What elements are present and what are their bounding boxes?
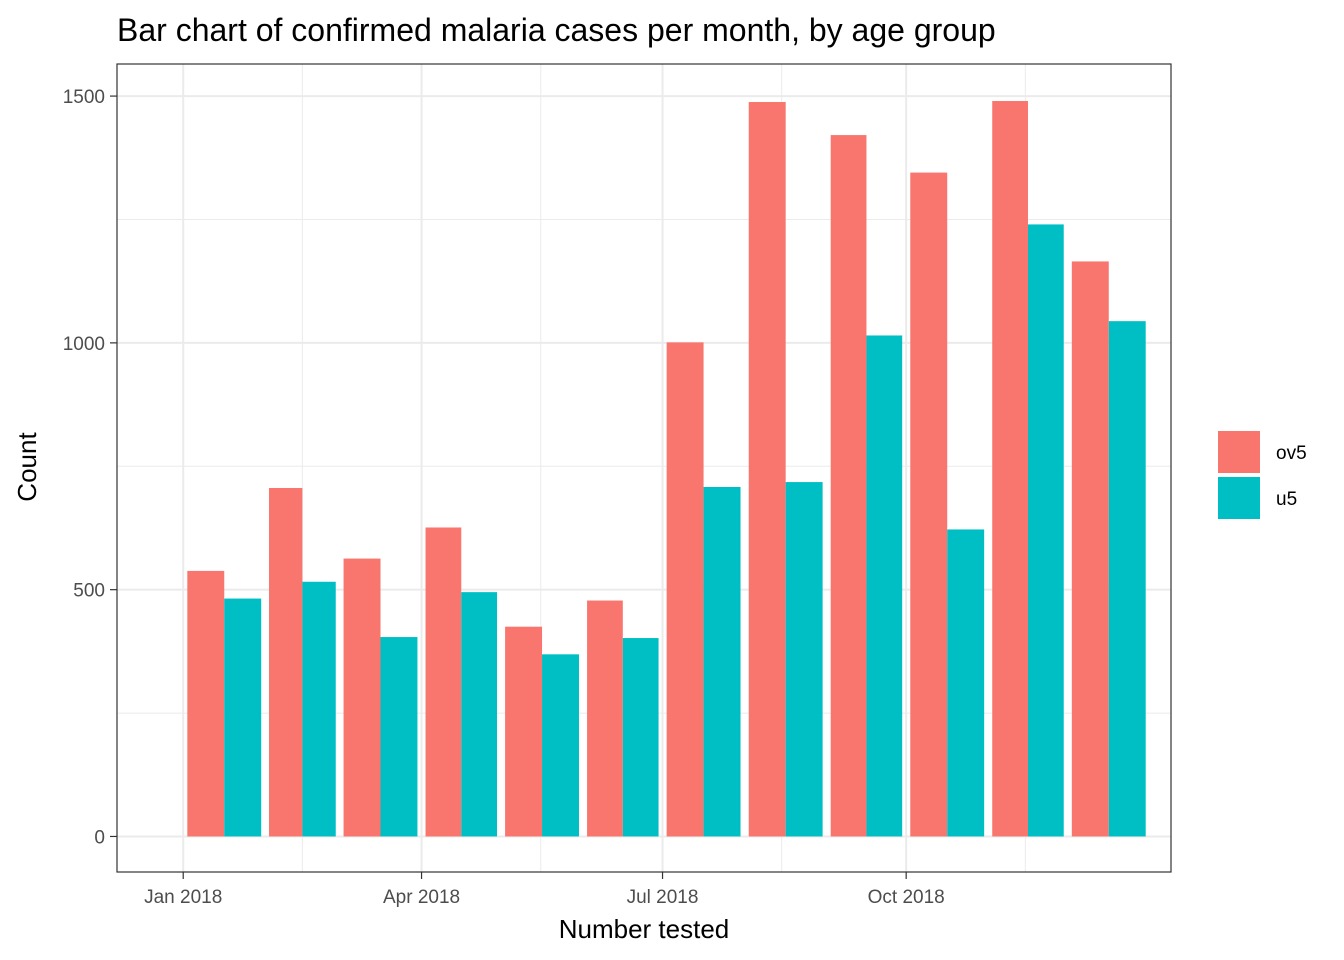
x-tick-label: Jan 2018 <box>144 887 222 908</box>
chart-title: Bar chart of confirmed malaria cases per… <box>117 12 996 48</box>
y-axis: 0 500 1000 1500 <box>63 87 117 848</box>
bar-ov5-2018-06 <box>587 600 623 837</box>
y-tick-label: 1500 <box>63 87 105 108</box>
bar-u5-2018-12 <box>1108 321 1146 837</box>
plot-panel-border <box>116 63 1172 873</box>
x-tick-label: Jul 2018 <box>627 887 699 908</box>
x-axis-title: Number tested <box>559 914 730 944</box>
bar-u5-2018-06 <box>622 638 659 837</box>
bar-ov5-2018-02 <box>269 487 303 837</box>
legend-label-u5: u5 <box>1276 489 1297 510</box>
bar-u5-2018-05 <box>542 654 579 837</box>
bar-ov5-2018-04 <box>425 527 462 837</box>
bar-u5-2018-11 <box>1027 224 1064 837</box>
x-tick-label: Apr 2018 <box>383 887 460 908</box>
legend-label-ov5: ov5 <box>1276 443 1307 464</box>
bar-ov5-2018-10 <box>910 172 948 837</box>
bar-u5-2018-01 <box>224 598 262 837</box>
y-tick-label: 500 <box>73 581 105 602</box>
bar-ov5-2018-03 <box>343 558 381 837</box>
bar-u5-2018-09 <box>866 335 903 837</box>
bar-ov5-2018-05 <box>505 626 543 837</box>
x-axis: Jan 2018 Apr 2018 Jul 2018 Oct 2018 <box>144 872 945 908</box>
y-tick-label: 1000 <box>63 334 105 355</box>
bar-ov5-2018-12 <box>1071 261 1109 837</box>
bar-ov5-2018-08 <box>748 102 786 837</box>
bar-ov5-2018-11 <box>992 101 1028 837</box>
bar-ov5-2018-09 <box>830 135 867 837</box>
bar-u5-2018-10 <box>947 529 985 837</box>
bar-u5-2018-03 <box>380 637 418 837</box>
bars <box>187 101 1146 837</box>
y-axis-title: Count <box>12 432 42 502</box>
y-tick-label: 0 <box>94 827 105 848</box>
bar-ov5-2018-01 <box>187 570 225 837</box>
legend-key-ov5 <box>1218 431 1260 473</box>
bar-u5-2018-02 <box>302 581 336 837</box>
bar-u5-2018-08 <box>785 482 823 837</box>
x-tick-label: Oct 2018 <box>868 887 945 908</box>
legend: ov5 u5 <box>1218 431 1307 519</box>
bar-u5-2018-04 <box>461 592 498 837</box>
bar-u5-2018-07 <box>703 487 741 837</box>
bar-ov5-2018-07 <box>666 342 704 837</box>
legend-key-u5 <box>1218 477 1260 519</box>
